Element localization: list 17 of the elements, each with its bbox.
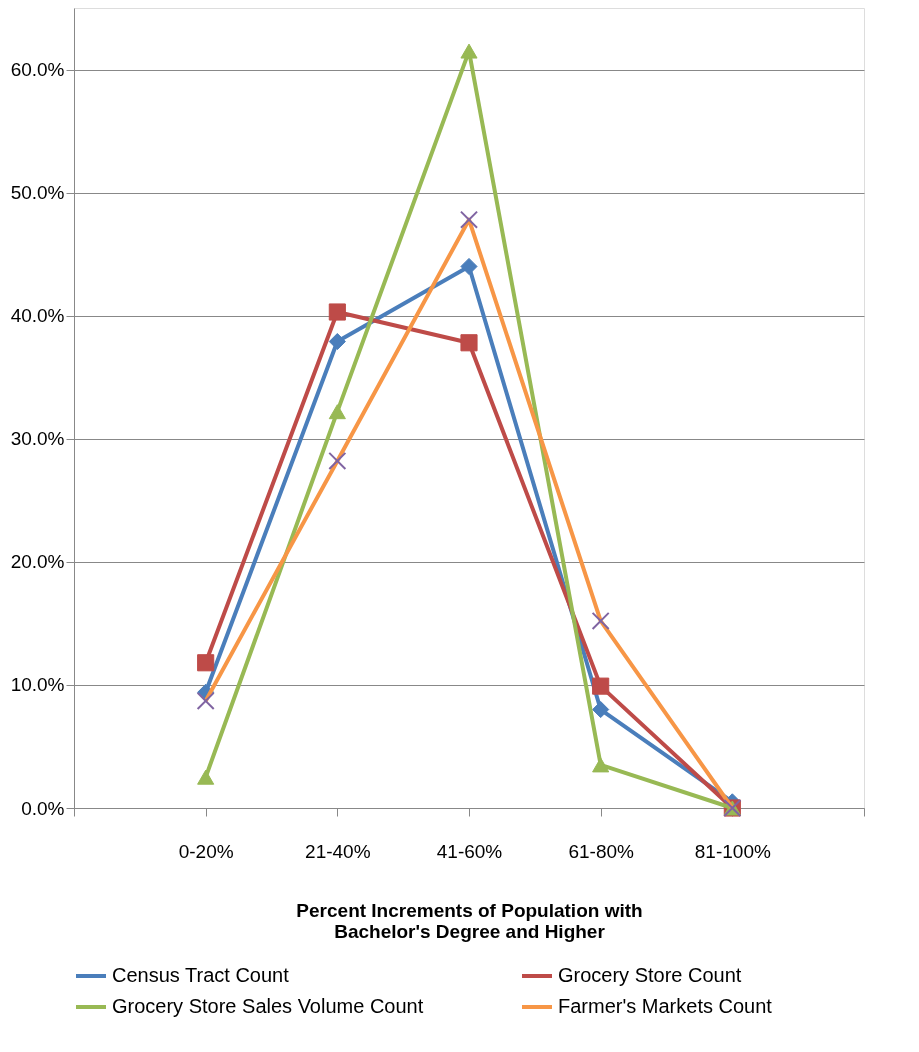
x-tick-label: 61-80% [568,840,635,862]
y-tick-label: 50.0% [10,182,65,204]
y-tick-label: 20.0% [10,551,65,573]
x-tick-label: 0-20% [178,840,234,862]
y-tick-label: 40.0% [10,305,65,327]
legend-label: Census Tract Count [112,964,290,986]
y-tick-label: 60.0% [10,59,65,81]
legend-label: Grocery Store Sales Volume Count [112,995,424,1017]
y-tick-label: 0.0% [21,797,65,819]
x-axis-title: Percent Increments of Population with Bachelor's Degree and Higher [296,899,643,942]
legend-label: Grocery Store Count [558,964,742,986]
x-tick-label: 81-100% [694,840,771,862]
legend-label: Farmer's Markets Count [558,995,773,1017]
y-tick-label: 30.0% [10,428,65,450]
x-tick-label: 21-40% [305,840,371,862]
y-tick-label: 10.0% [10,674,65,696]
x-tick-label: 41-60% [436,840,503,862]
